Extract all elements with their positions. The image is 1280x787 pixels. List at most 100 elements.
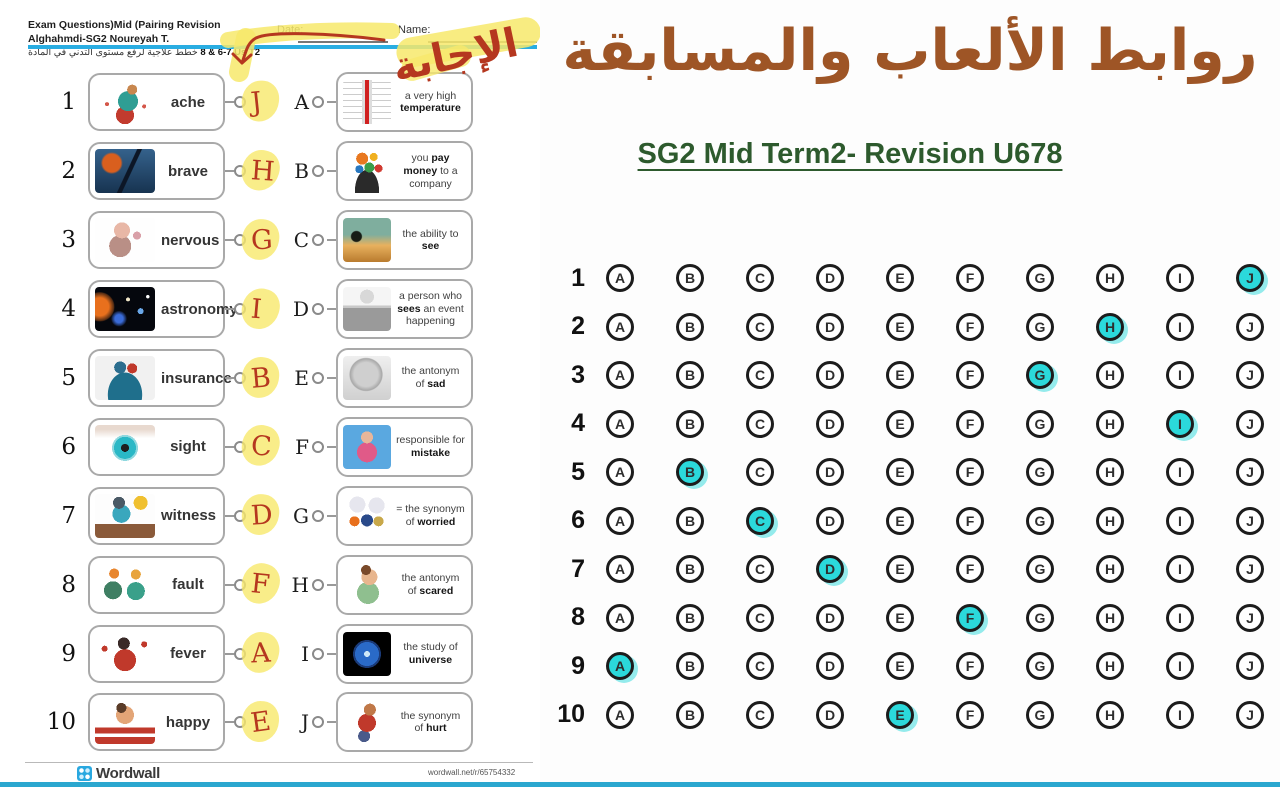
bubble-7-C[interactable]: C [746, 555, 774, 584]
bubble-3-J[interactable]: J [1236, 361, 1264, 390]
bubble-5-I[interactable]: I [1166, 458, 1194, 487]
bubble-10-J[interactable]: J [1236, 700, 1264, 729]
bubble-5-B[interactable]: B [676, 458, 704, 487]
bubble-4-F[interactable]: F [956, 409, 984, 438]
bubble-10-H[interactable]: H [1096, 700, 1124, 729]
bubble-1-E[interactable]: E [886, 264, 914, 293]
bubble-8-A[interactable]: A [606, 603, 634, 632]
bubble-3-B[interactable]: B [676, 361, 704, 390]
bubble-10-B[interactable]: B [676, 700, 704, 729]
bubble-8-B[interactable]: B [676, 603, 704, 632]
bubble-7-E[interactable]: E [886, 555, 914, 584]
bubble-4-G[interactable]: G [1026, 409, 1054, 438]
bubble-2-B[interactable]: B [676, 312, 704, 341]
bubble-2-D[interactable]: D [816, 312, 844, 341]
bubble-3-C[interactable]: C [746, 361, 774, 390]
bubble-4-B[interactable]: B [676, 409, 704, 438]
bubble-3-E[interactable]: E [886, 361, 914, 390]
bubble-1-J[interactable]: J [1236, 264, 1264, 293]
bubble-8-E[interactable]: E [886, 603, 914, 632]
bubble-1-D[interactable]: D [816, 264, 844, 293]
bubble-8-D[interactable]: D [816, 603, 844, 632]
bubble-7-D[interactable]: D [816, 555, 844, 584]
bubble-4-A[interactable]: A [606, 409, 634, 438]
bubble-5-J[interactable]: J [1236, 458, 1264, 487]
bubble-4-E[interactable]: E [886, 409, 914, 438]
bubble-9-D[interactable]: D [816, 652, 844, 681]
bubble-7-F[interactable]: F [956, 555, 984, 584]
bubble-10-D[interactable]: D [816, 700, 844, 729]
bubble-10-I[interactable]: I [1166, 700, 1194, 729]
bubble-10-F[interactable]: F [956, 700, 984, 729]
bubble-5-G[interactable]: G [1026, 458, 1054, 487]
bubble-3-D[interactable]: D [816, 361, 844, 390]
bubble-1-F[interactable]: F [956, 264, 984, 293]
bubble-7-H[interactable]: H [1096, 555, 1124, 584]
bubble-4-H[interactable]: H [1096, 409, 1124, 438]
bubble-10-A[interactable]: A [606, 700, 634, 729]
bubble-10-C[interactable]: C [746, 700, 774, 729]
bubble-8-H[interactable]: H [1096, 603, 1124, 632]
bubble-7-A[interactable]: A [606, 555, 634, 584]
bubble-2-C[interactable]: C [746, 312, 774, 341]
bubble-6-F[interactable]: F [956, 506, 984, 535]
bubble-1-B[interactable]: B [676, 264, 704, 293]
bubble-8-F[interactable]: F [956, 603, 984, 632]
bubble-3-G[interactable]: G [1026, 361, 1054, 390]
bubble-5-H[interactable]: H [1096, 458, 1124, 487]
bubble-9-I[interactable]: I [1166, 652, 1194, 681]
bubble-2-F[interactable]: F [956, 312, 984, 341]
bubble-9-B[interactable]: B [676, 652, 704, 681]
bubble-5-D[interactable]: D [816, 458, 844, 487]
bubble-1-C[interactable]: C [746, 264, 774, 293]
bubble-8-J[interactable]: J [1236, 603, 1264, 632]
bubble-2-I[interactable]: I [1166, 312, 1194, 341]
bubble-9-H[interactable]: H [1096, 652, 1124, 681]
bubble-3-H[interactable]: H [1096, 361, 1124, 390]
bubble-5-E[interactable]: E [886, 458, 914, 487]
bubble-8-I[interactable]: I [1166, 603, 1194, 632]
bubble-6-I[interactable]: I [1166, 506, 1194, 535]
bubble-2-J[interactable]: J [1236, 312, 1264, 341]
bubble-4-C[interactable]: C [746, 409, 774, 438]
bubble-6-H[interactable]: H [1096, 506, 1124, 535]
bubble-8-C[interactable]: C [746, 603, 774, 632]
bubble-5-C[interactable]: C [746, 458, 774, 487]
bubble-1-G[interactable]: G [1026, 264, 1054, 293]
bubble-2-G[interactable]: G [1026, 312, 1054, 341]
bubble-5-F[interactable]: F [956, 458, 984, 487]
bubble-9-A[interactable]: A [606, 652, 634, 681]
bubble-10-G[interactable]: G [1026, 700, 1054, 729]
bubble-3-F[interactable]: F [956, 361, 984, 390]
bubble-4-I[interactable]: I [1166, 409, 1194, 438]
bubble-9-F[interactable]: F [956, 652, 984, 681]
bubble-1-A[interactable]: A [606, 264, 634, 293]
bubble-1-H[interactable]: H [1096, 264, 1124, 293]
bubble-4-D[interactable]: D [816, 409, 844, 438]
bubble-5-A[interactable]: A [606, 458, 634, 487]
bubble-6-D[interactable]: D [816, 506, 844, 535]
bubble-2-E[interactable]: E [886, 312, 914, 341]
bubble-2-H[interactable]: H [1096, 312, 1124, 341]
bubble-6-G[interactable]: G [1026, 506, 1054, 535]
bubble-6-J[interactable]: J [1236, 506, 1264, 535]
bubble-1-I[interactable]: I [1166, 264, 1194, 293]
bubble-7-I[interactable]: I [1166, 555, 1194, 584]
bubble-4-J[interactable]: J [1236, 409, 1264, 438]
bubble-9-E[interactable]: E [886, 652, 914, 681]
bubble-6-E[interactable]: E [886, 506, 914, 535]
bubble-3-A[interactable]: A [606, 361, 634, 390]
bubble-7-J[interactable]: J [1236, 555, 1264, 584]
bubble-9-C[interactable]: C [746, 652, 774, 681]
bubble-10-E[interactable]: E [886, 700, 914, 729]
bubble-7-B[interactable]: B [676, 555, 704, 584]
bubble-7-G[interactable]: G [1026, 555, 1054, 584]
bubble-2-A[interactable]: A [606, 312, 634, 341]
bubble-6-B[interactable]: B [676, 506, 704, 535]
bubble-6-A[interactable]: A [606, 506, 634, 535]
bubble-9-G[interactable]: G [1026, 652, 1054, 681]
bubble-8-G[interactable]: G [1026, 603, 1054, 632]
bubble-3-I[interactable]: I [1166, 361, 1194, 390]
bubble-6-C[interactable]: C [746, 506, 774, 535]
bubble-9-J[interactable]: J [1236, 652, 1264, 681]
